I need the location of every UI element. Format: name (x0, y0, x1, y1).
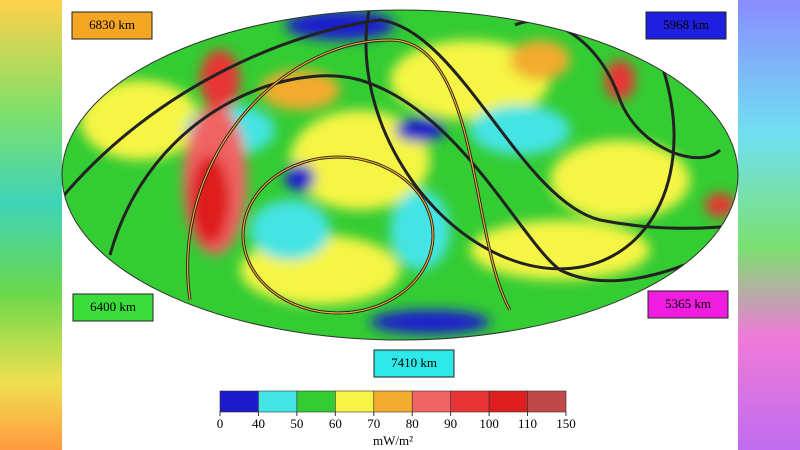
distance-label: 5365 km (665, 296, 711, 311)
colorbar-segment (219, 390, 259, 413)
colorbar-segment (411, 390, 451, 413)
distance-label: 5968 km (663, 17, 709, 32)
colorbar-segment (296, 390, 336, 413)
colorbar-tick-label: 60 (329, 416, 342, 431)
colorbar-tick-label: 90 (444, 416, 457, 431)
colorbar-tick-label: 40 (252, 416, 265, 431)
globe-outline (61, 9, 739, 341)
distance-label-box (71, 11, 153, 40)
colorbar-unit: mW/m² (373, 433, 413, 448)
colorbar-segment (488, 390, 528, 413)
distance-label-box (645, 11, 727, 40)
colorbar-segment (450, 390, 490, 413)
distance-label: 6830 km (89, 17, 135, 32)
colorbar-segment (527, 390, 567, 413)
colorbar-segment (335, 390, 375, 413)
colorbar-segment (373, 390, 413, 413)
colorbar-tick-label: 50 (290, 416, 303, 431)
colorbar-tick-label: 0 (217, 416, 224, 431)
distance-label: 6400 km (90, 299, 136, 314)
side-background (738, 0, 800, 450)
colorbar-tick-label: 80 (406, 416, 419, 431)
colorbar-tick-label: 110 (518, 416, 537, 431)
colorbar-segment (258, 390, 298, 413)
distance-label-box (72, 293, 154, 322)
colorbar-tick-label: 150 (556, 416, 576, 431)
contour-highlights (187, 39, 511, 314)
colorbar-tick-label: 100 (479, 416, 499, 431)
distance-label: 7410 km (391, 355, 437, 370)
distance-label-box (373, 349, 455, 378)
distance-label-box (647, 290, 729, 319)
colorbar-tick-label: 70 (367, 416, 380, 431)
